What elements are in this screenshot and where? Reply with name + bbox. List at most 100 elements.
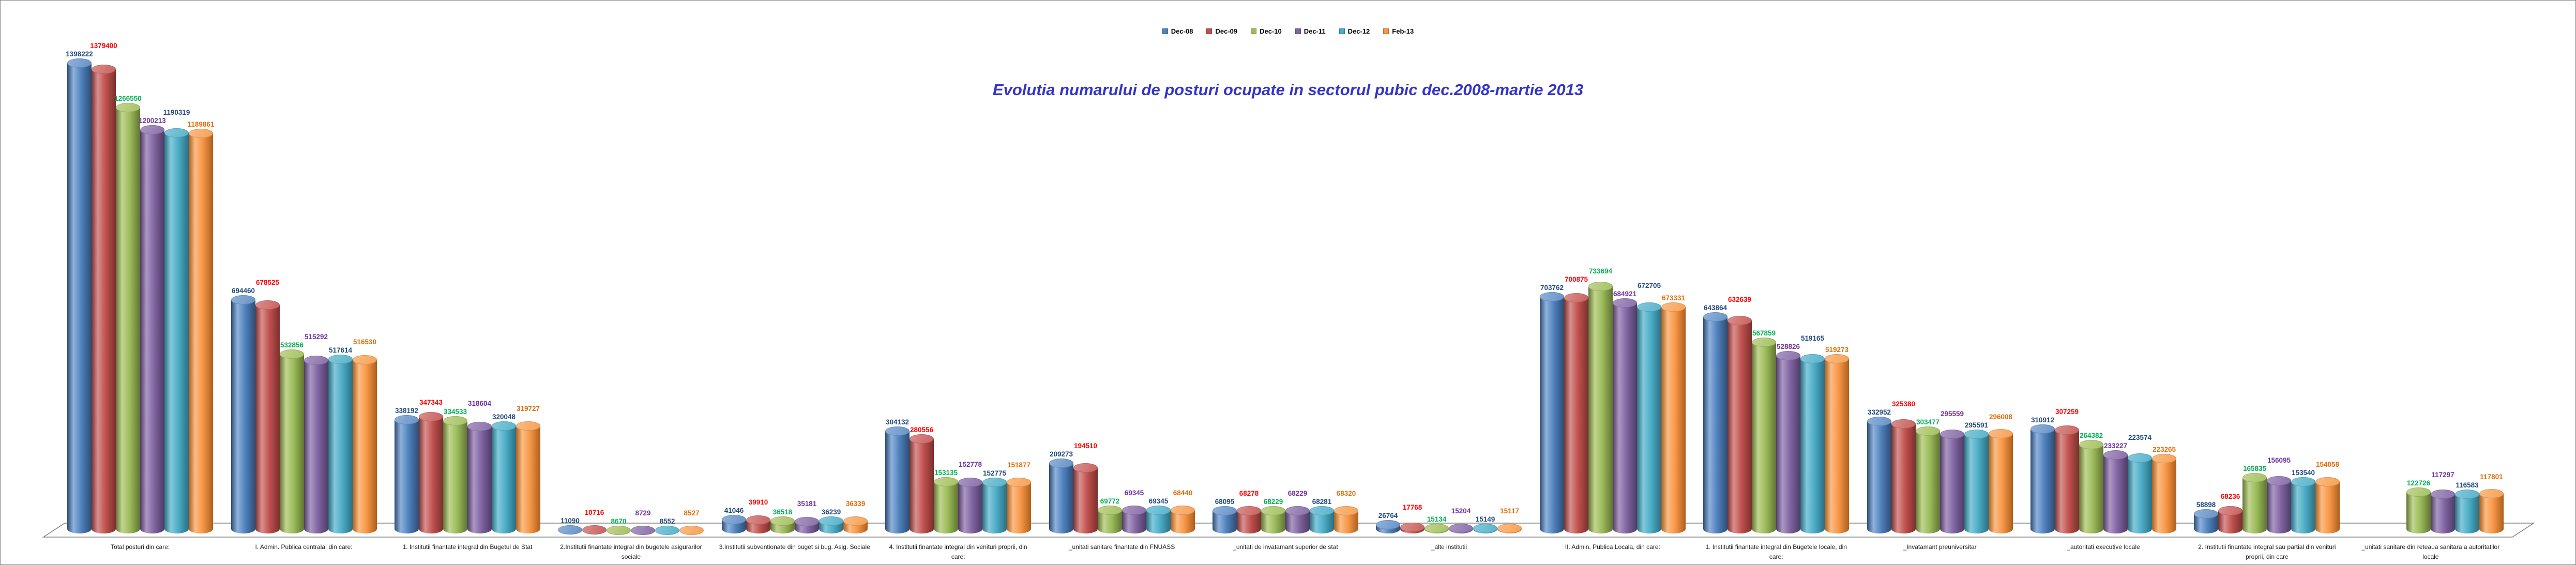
bar-dec-11-cat13 (2103, 450, 2128, 533)
bar-cap (2218, 506, 2242, 515)
bar-cap (2267, 476, 2291, 485)
bar-dec-10-cat7 (1098, 506, 1122, 533)
bar-value-label: 68229 (1263, 498, 1283, 506)
bar-body (1916, 431, 1940, 533)
bar-value-label: 15149 (1475, 515, 1495, 523)
bar-body (1752, 342, 1776, 533)
bar-dec-09-cat12 (1891, 419, 1916, 533)
bar-value-label: 68236 (2220, 493, 2240, 500)
bar-value-label: 684921 (1613, 290, 1637, 298)
bar-value-label: 36339 (845, 500, 866, 508)
bar-value-label: 264382 (2079, 432, 2103, 439)
bar-dec-12-cat8 (1310, 506, 1334, 533)
bar-body (1613, 303, 1637, 533)
bar-dec-09-cat9 (1400, 523, 1425, 533)
bar-cap (255, 300, 280, 310)
bar-cap (1867, 417, 1891, 426)
bar-cap (910, 434, 934, 444)
bar-cap (2479, 489, 2504, 498)
bar-feb-13-cat6 (1007, 478, 1031, 533)
bar-value-label: 122726 (2406, 479, 2431, 487)
bar-dec-08-cat6 (885, 426, 910, 533)
bar-body (1825, 359, 1849, 533)
bar-value-label: 69345 (1148, 497, 1169, 505)
bar-dec-11-cat6 (958, 478, 982, 533)
bar-value-label: 58898 (2196, 501, 2216, 509)
bar-body (2315, 482, 2340, 533)
bar-dec-12-cat13 (2128, 453, 2152, 533)
bar-cap (492, 421, 516, 431)
bar-cap (231, 295, 255, 304)
bar-value-label: 528826 (1776, 343, 1800, 350)
bar-cap (1098, 506, 1122, 515)
bar-cap (1940, 430, 1964, 439)
legend-item-dec-08: Dec-08 (1162, 27, 1193, 35)
bar-value-label: 280556 (910, 426, 934, 434)
bar-value-label: 1200213 (139, 117, 166, 125)
legend-label: Dec-11 (1304, 27, 1326, 35)
category-label: II. Admin. Publica Locala, din care: (1565, 543, 1660, 551)
bar-cap (558, 525, 582, 535)
bar-cap (2128, 453, 2152, 463)
category-label: I. Admin. Publica centrala, din care: (255, 543, 353, 551)
bar-cap (443, 416, 467, 425)
bar-body (280, 354, 304, 533)
bar-body (419, 417, 443, 533)
bar-cap (1497, 524, 1522, 533)
bar-dec-08-cat13 (2031, 424, 2055, 533)
bar-value-label: 36239 (821, 508, 841, 516)
bar-cap (92, 65, 116, 74)
bar-body (1800, 359, 1825, 533)
bar-dec-08-cat14 (2194, 509, 2218, 533)
bar-dec-10-cat11 (1752, 338, 1776, 533)
bar-value-label: 703762 (1540, 284, 1564, 292)
bar-value-label: 117297 (2431, 471, 2454, 479)
bar-body (934, 482, 958, 533)
bar-value-label: 233227 (2103, 442, 2128, 450)
bar-body (2406, 492, 2431, 533)
bar-value-label: 516530 (353, 338, 377, 346)
bar-dec-10-cat6 (934, 477, 958, 533)
bar-dec-12-cat4 (655, 526, 679, 535)
bar-cap (1661, 302, 1686, 312)
bar-dec-11-cat9 (1449, 524, 1473, 533)
bar-dec-12-cat10 (1637, 302, 1661, 533)
bar-cap (2406, 487, 2431, 497)
legend-label: Feb-13 (1392, 27, 1414, 35)
bar-value-label: 156095 (2267, 456, 2291, 464)
bar-cap (164, 128, 189, 138)
category-label: 2. Institutii finantate integral sau par… (2198, 543, 2336, 561)
bar-body (1940, 434, 1964, 533)
bar-cap (1237, 506, 1261, 515)
bar-value-label: 517614 (328, 346, 353, 354)
bar-dec-09-cat13 (2055, 425, 2079, 533)
bar-feb-13-cat4 (679, 526, 704, 535)
bar-value-label: 68440 (1173, 489, 1193, 497)
bar-cap (2152, 454, 2176, 463)
legend-label: Dec-10 (1260, 27, 1282, 35)
bar-feb-13-cat10 (1661, 302, 1686, 533)
legend-item-dec-09: Dec-09 (1206, 27, 1237, 35)
bar-dec-08-cat8 (1213, 506, 1237, 533)
bar-cap (395, 415, 419, 424)
bar-body (516, 426, 540, 533)
category-label: _unitati de invatamant superior de stat (1233, 543, 1338, 551)
bar-dec-10-cat5 (770, 516, 795, 533)
legend-swatch-icon (1251, 28, 1257, 34)
bar-cap (1213, 506, 1237, 515)
bar-value-label: 26764 (1378, 512, 1398, 520)
bar-value-label: 10716 (584, 509, 604, 516)
bar-cap (1146, 506, 1171, 515)
bar-cap (1376, 520, 1400, 529)
bar-dec-10-cat1 (116, 103, 140, 533)
bar-value-label: 303477 (1916, 418, 1940, 426)
bar-body (443, 421, 467, 533)
bar-value-label: 153540 (2291, 469, 2315, 477)
bar-cap (1473, 524, 1497, 533)
bar-dec-09-cat7 (1073, 463, 1098, 533)
bar-body (1661, 307, 1686, 533)
bar-value-label: 334533 (443, 408, 467, 416)
bar-value-label: 310912 (2031, 416, 2055, 424)
bar-value-label: 673331 (1661, 294, 1686, 302)
bar-body (1891, 424, 1916, 533)
